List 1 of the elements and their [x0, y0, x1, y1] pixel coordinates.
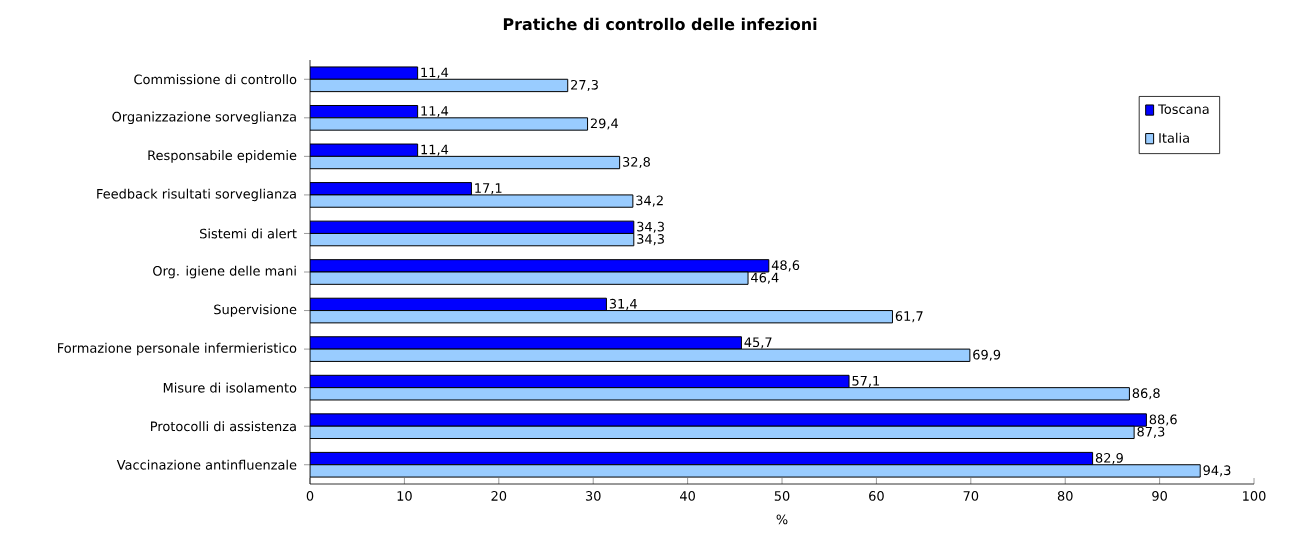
- bar: [310, 117, 589, 131]
